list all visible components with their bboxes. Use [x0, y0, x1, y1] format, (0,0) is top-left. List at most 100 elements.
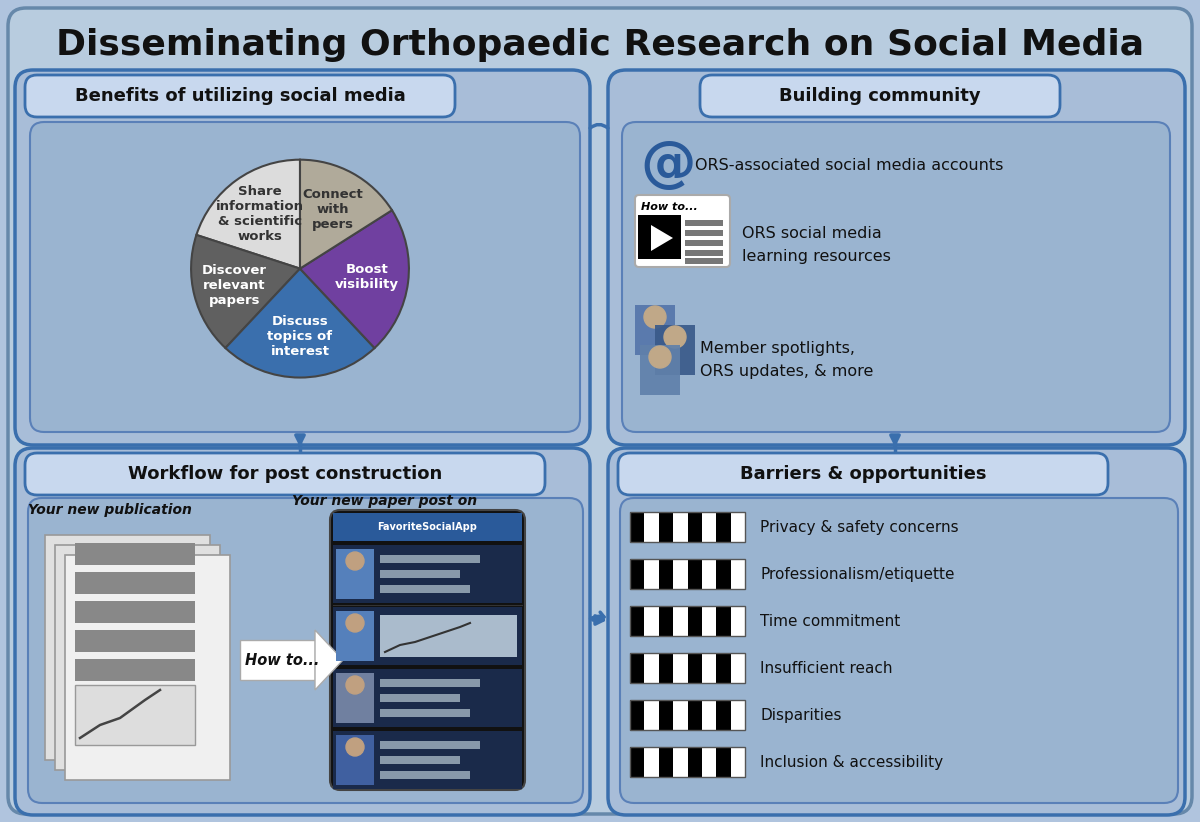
FancyBboxPatch shape: [688, 747, 702, 777]
Text: Insufficient reach: Insufficient reach: [760, 661, 893, 676]
Text: Boost
visibility: Boost visibility: [335, 263, 400, 291]
FancyBboxPatch shape: [635, 195, 730, 267]
FancyBboxPatch shape: [731, 512, 745, 542]
Circle shape: [664, 326, 686, 348]
Text: Discuss
topics of
interest: Discuss topics of interest: [268, 315, 332, 358]
FancyBboxPatch shape: [74, 543, 194, 565]
FancyBboxPatch shape: [673, 559, 688, 589]
FancyBboxPatch shape: [380, 709, 470, 717]
FancyBboxPatch shape: [659, 512, 673, 542]
FancyBboxPatch shape: [334, 607, 522, 665]
FancyBboxPatch shape: [46, 535, 210, 760]
FancyBboxPatch shape: [644, 606, 659, 636]
FancyBboxPatch shape: [618, 453, 1108, 495]
FancyBboxPatch shape: [731, 700, 745, 730]
FancyBboxPatch shape: [630, 559, 644, 589]
FancyBboxPatch shape: [334, 513, 522, 541]
Circle shape: [346, 614, 364, 632]
FancyBboxPatch shape: [74, 630, 194, 652]
Wedge shape: [300, 159, 392, 269]
Text: Discover
relevant
papers: Discover relevant papers: [202, 264, 268, 307]
FancyBboxPatch shape: [336, 549, 374, 599]
Text: Member spotlights,
ORS updates, & more: Member spotlights, ORS updates, & more: [700, 341, 874, 379]
FancyBboxPatch shape: [630, 512, 644, 542]
FancyBboxPatch shape: [655, 325, 695, 375]
FancyBboxPatch shape: [55, 545, 220, 770]
Text: Building community: Building community: [779, 87, 980, 105]
FancyBboxPatch shape: [630, 700, 644, 730]
FancyBboxPatch shape: [702, 512, 716, 542]
FancyBboxPatch shape: [659, 653, 673, 683]
FancyBboxPatch shape: [380, 741, 480, 749]
FancyBboxPatch shape: [673, 747, 688, 777]
FancyBboxPatch shape: [644, 700, 659, 730]
Text: Your new paper post on
social media: Your new paper post on social media: [293, 494, 478, 526]
FancyBboxPatch shape: [659, 559, 673, 589]
Polygon shape: [650, 225, 673, 251]
FancyBboxPatch shape: [620, 498, 1178, 803]
FancyBboxPatch shape: [685, 220, 722, 226]
Text: Connect
with
peers: Connect with peers: [302, 188, 362, 231]
FancyBboxPatch shape: [14, 70, 590, 445]
FancyBboxPatch shape: [673, 653, 688, 683]
Text: FavoriteSocialApp: FavoriteSocialApp: [377, 522, 476, 532]
FancyBboxPatch shape: [659, 606, 673, 636]
Wedge shape: [226, 269, 374, 377]
FancyBboxPatch shape: [702, 700, 716, 730]
FancyBboxPatch shape: [74, 659, 194, 681]
FancyBboxPatch shape: [640, 345, 680, 395]
Text: Share
information
& scientific
works: Share information & scientific works: [216, 185, 305, 243]
FancyBboxPatch shape: [685, 230, 722, 236]
FancyBboxPatch shape: [731, 653, 745, 683]
Text: Benefits of utilizing social media: Benefits of utilizing social media: [74, 87, 406, 105]
FancyBboxPatch shape: [608, 448, 1186, 815]
FancyBboxPatch shape: [25, 453, 545, 495]
Text: ORS social media
learning resources: ORS social media learning resources: [742, 226, 890, 264]
FancyBboxPatch shape: [731, 747, 745, 777]
FancyBboxPatch shape: [638, 215, 682, 259]
FancyBboxPatch shape: [673, 512, 688, 542]
FancyBboxPatch shape: [380, 555, 480, 563]
Circle shape: [346, 676, 364, 694]
FancyBboxPatch shape: [74, 572, 194, 594]
FancyBboxPatch shape: [702, 606, 716, 636]
FancyBboxPatch shape: [659, 747, 673, 777]
FancyBboxPatch shape: [336, 735, 374, 785]
FancyBboxPatch shape: [380, 615, 517, 657]
Text: @: @: [640, 138, 696, 192]
Circle shape: [346, 552, 364, 570]
FancyBboxPatch shape: [608, 70, 1186, 445]
FancyBboxPatch shape: [74, 685, 194, 745]
FancyBboxPatch shape: [702, 747, 716, 777]
FancyBboxPatch shape: [716, 653, 731, 683]
FancyBboxPatch shape: [644, 559, 659, 589]
FancyBboxPatch shape: [30, 122, 580, 432]
FancyBboxPatch shape: [380, 771, 470, 779]
FancyBboxPatch shape: [688, 512, 702, 542]
FancyBboxPatch shape: [644, 512, 659, 542]
FancyBboxPatch shape: [330, 510, 526, 790]
FancyBboxPatch shape: [630, 653, 644, 683]
Polygon shape: [314, 630, 343, 690]
FancyBboxPatch shape: [688, 559, 702, 589]
FancyBboxPatch shape: [14, 448, 590, 815]
Circle shape: [649, 346, 671, 368]
Text: Professionalism/etiquette: Professionalism/etiquette: [760, 566, 954, 581]
FancyBboxPatch shape: [630, 747, 644, 777]
FancyBboxPatch shape: [688, 653, 702, 683]
Text: Time commitment: Time commitment: [760, 613, 900, 629]
Wedge shape: [197, 159, 300, 269]
FancyBboxPatch shape: [65, 555, 230, 780]
FancyBboxPatch shape: [334, 731, 522, 789]
FancyBboxPatch shape: [702, 559, 716, 589]
FancyBboxPatch shape: [334, 669, 522, 727]
FancyBboxPatch shape: [716, 512, 731, 542]
Text: Disseminating Orthopaedic Research on Social Media: Disseminating Orthopaedic Research on So…: [56, 28, 1144, 62]
FancyBboxPatch shape: [673, 606, 688, 636]
FancyBboxPatch shape: [700, 75, 1060, 117]
FancyBboxPatch shape: [8, 8, 1192, 814]
FancyBboxPatch shape: [716, 559, 731, 589]
FancyBboxPatch shape: [380, 756, 460, 764]
Text: Disparities: Disparities: [760, 708, 841, 723]
FancyBboxPatch shape: [644, 747, 659, 777]
